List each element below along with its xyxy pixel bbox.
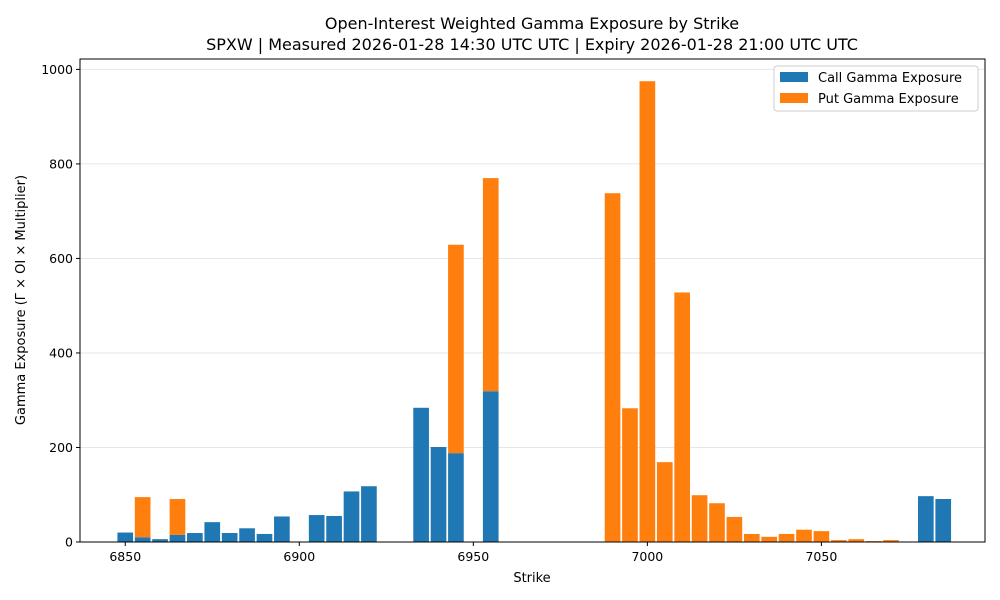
call-bar — [221, 533, 238, 542]
chart-subtitle: SPXW | Measured 2026-01-28 14:30 UTC UTC… — [206, 35, 858, 54]
call-bar — [482, 391, 499, 542]
call-bar — [361, 486, 377, 542]
call-bar — [413, 407, 429, 542]
x-tick-label: 7000 — [631, 549, 663, 564]
put-bar — [848, 539, 865, 542]
legend-box — [773, 65, 979, 112]
legend-label-call: Call Gamma Exposure — [818, 71, 962, 86]
put-bar — [796, 529, 812, 542]
put-bars — [134, 81, 899, 542]
put-bar — [778, 533, 795, 542]
legend-label-put: Put Gamma Exposure — [818, 92, 959, 107]
call-bar — [117, 532, 134, 542]
put-bar — [674, 292, 691, 542]
chart-title: Open-Interest Weighted Gamma Exposure by… — [325, 14, 739, 33]
call-bar — [308, 515, 325, 542]
call-bar — [343, 491, 360, 542]
legend-swatch-call — [780, 72, 808, 82]
y-tick-label: 400 — [49, 345, 73, 360]
x-tick-label: 6850 — [109, 549, 141, 564]
x-axis-ticks: 6850 6900 6950 7000 7050 — [109, 542, 837, 564]
put-bar — [726, 516, 743, 542]
call-bar — [204, 522, 221, 542]
call-bar — [326, 516, 342, 542]
x-axis-label: Strike — [513, 571, 550, 586]
y-tick-label: 0 — [65, 535, 73, 550]
put-bar — [691, 495, 708, 542]
x-tick-label: 6950 — [457, 549, 489, 564]
put-bar — [169, 498, 186, 535]
call-bars — [117, 391, 952, 542]
call-bar — [917, 496, 934, 542]
put-bar — [134, 497, 151, 538]
call-bar — [169, 534, 186, 542]
call-bar — [274, 516, 290, 542]
call-bar — [430, 447, 447, 542]
put-bar — [743, 533, 760, 542]
put-bar — [709, 503, 725, 542]
call-bar — [448, 453, 464, 542]
put-bar — [639, 81, 656, 542]
y-tick-label: 200 — [49, 440, 73, 455]
put-bar — [761, 536, 778, 542]
put-bar — [656, 462, 673, 542]
call-bar — [935, 498, 952, 542]
call-bar — [187, 533, 203, 542]
legend: Call Gamma Exposure Put Gamma Exposure — [773, 65, 979, 112]
put-bar — [883, 540, 899, 542]
x-tick-label: 6900 — [283, 549, 315, 564]
put-bar — [830, 540, 847, 542]
x-tick-label: 7050 — [805, 549, 837, 564]
put-bar — [622, 408, 638, 542]
call-bar — [256, 533, 273, 542]
put-bar — [448, 244, 464, 454]
plot-frame — [79, 58, 986, 543]
put-bar — [813, 531, 830, 542]
grid-lines — [80, 68, 985, 448]
call-bar — [134, 537, 151, 542]
y-axis-ticks: 0 200 400 600 800 1000 — [41, 62, 80, 550]
y-tick-label: 600 — [49, 251, 73, 266]
put-bar — [604, 193, 621, 542]
y-tick-label: 1000 — [41, 62, 73, 77]
y-tick-label: 800 — [49, 156, 73, 171]
call-bar — [239, 528, 255, 542]
legend-swatch-put — [780, 93, 808, 103]
put-bar — [482, 178, 499, 392]
call-bar — [152, 539, 168, 542]
y-axis-label: Gamma Exposure (Γ × OI × Multiplier) — [14, 175, 29, 425]
